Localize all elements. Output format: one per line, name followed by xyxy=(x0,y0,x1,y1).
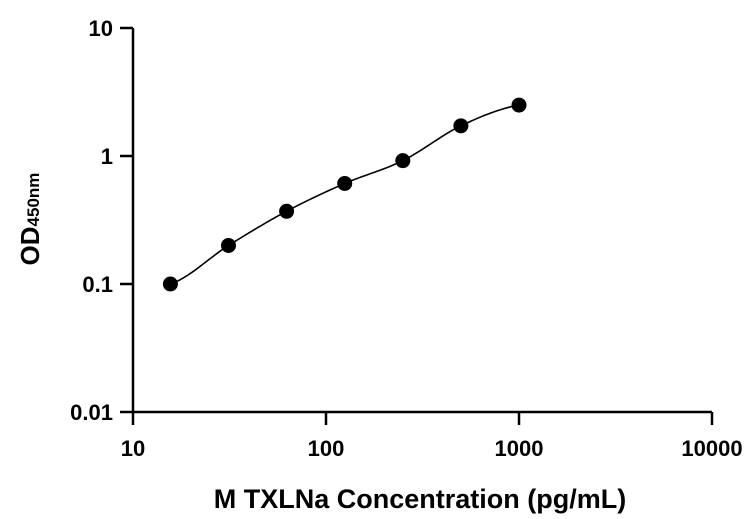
y-tick-label: 0.1 xyxy=(82,272,113,297)
data-point xyxy=(162,276,178,292)
y-axis-ticks: 0.01 0.1 1 10 xyxy=(70,16,133,425)
y-axis-title-subscript: 450nm xyxy=(24,173,43,227)
data-points xyxy=(162,97,527,292)
data-point xyxy=(279,203,295,219)
data-point xyxy=(453,118,469,134)
data-point xyxy=(395,153,411,169)
fit-curve-line xyxy=(170,104,520,285)
y-tick-label: 0.01 xyxy=(70,400,113,425)
y-tick-label: 1 xyxy=(101,144,113,169)
y-axis-title-main: OD xyxy=(15,226,45,265)
y-axis-title: OD450nm xyxy=(15,173,45,266)
x-axis-title: M TXLNa Concentration (pg/mL) xyxy=(214,484,626,514)
y-tick-label: 10 xyxy=(89,16,113,41)
data-point xyxy=(337,175,353,191)
x-axis-ticks: 10 100 1000 10000 xyxy=(121,412,743,461)
data-point xyxy=(511,97,527,113)
x-tick-label: 10 xyxy=(121,436,145,461)
axes xyxy=(131,28,712,414)
x-tick-label: 1000 xyxy=(495,436,544,461)
x-tick-label: 100 xyxy=(308,436,345,461)
data-point xyxy=(221,237,237,253)
x-tick-label: 10000 xyxy=(681,436,742,461)
